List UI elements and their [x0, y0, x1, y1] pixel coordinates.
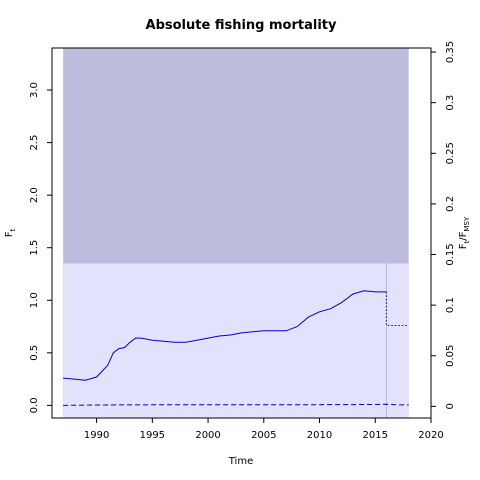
inner-band: [63, 263, 409, 418]
right-y-tick-label: 0.1: [445, 297, 456, 313]
left-y-tick-label: 3.0: [29, 82, 40, 98]
right-y-tick-label: 0: [445, 403, 456, 409]
left-y-axis: 0.0 0.5 1.0 1.5 2.0 2.5 3.0: [29, 82, 52, 413]
x-tick-label: 2010: [307, 430, 332, 441]
x-axis: 1990 1995 2000 2005 2010 2015 2020: [84, 418, 444, 441]
left-y-tick-label: 0.5: [29, 345, 40, 361]
right-y-axis: 0 0.05 0.1 0.15 0.2 0.25 0.3 0.35: [431, 41, 456, 410]
left-y-tick-label: 2.0: [29, 187, 40, 203]
x-tick-label: 1990: [84, 430, 109, 441]
plot-frame: [51, 47, 432, 419]
left-y-axis-label: Ft: [4, 228, 17, 237]
series-line-solid: [63, 290, 387, 381]
series-line-dotted: [385, 291, 409, 326]
left-y-tick-label: 1.5: [29, 240, 40, 256]
right-y-tick-label: 0.35: [445, 41, 456, 63]
x-tick-label: 2015: [363, 430, 388, 441]
data-series: [63, 290, 409, 406]
right-y-tick-label: 0.2: [445, 196, 456, 212]
left-y-tick-label: 1.0: [29, 292, 40, 308]
right-y-tick-label: 0.05: [445, 345, 456, 367]
x-tick-label: 2020: [418, 430, 443, 441]
right-y-axis-label: Ft/FMSY: [458, 216, 471, 249]
x-axis-label: Time: [228, 456, 253, 467]
x-tick-label: 2005: [251, 430, 276, 441]
left-y-tick-label: 0.0: [29, 397, 40, 413]
right-y-tick-label: 0.15: [445, 243, 456, 265]
right-y-tick-label: 0.3: [445, 95, 456, 111]
left-y-tick-label: 2.5: [29, 135, 40, 151]
uncertainty-bands: [63, 48, 409, 418]
x-tick-label: 1995: [140, 430, 165, 441]
right-y-tick-label: 0.25: [445, 142, 456, 164]
series-line-dashed: [63, 403, 409, 406]
x-tick-label: 2000: [195, 430, 220, 441]
chart-title: Absolute fishing mortality: [146, 18, 337, 33]
